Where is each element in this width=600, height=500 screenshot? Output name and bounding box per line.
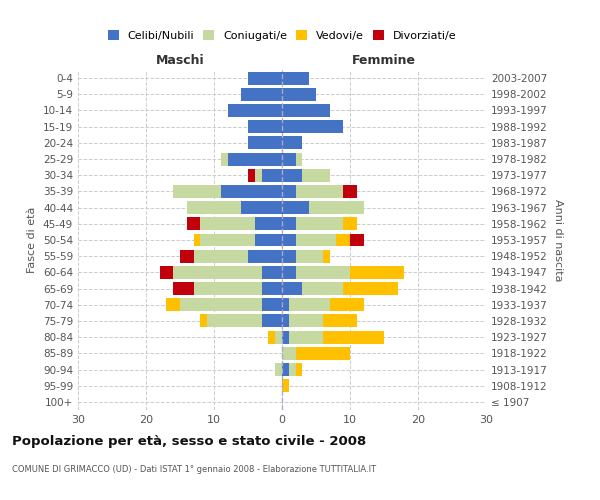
Bar — [200, 218, 255, 230]
Bar — [194, 234, 200, 246]
Bar — [282, 104, 329, 117]
Bar — [187, 218, 200, 230]
Bar — [302, 169, 329, 181]
Bar — [282, 379, 289, 392]
Bar — [262, 169, 282, 181]
Bar — [255, 234, 282, 246]
Bar — [350, 234, 364, 246]
Bar — [241, 88, 282, 101]
Bar — [282, 169, 302, 181]
Bar — [262, 282, 282, 295]
Bar — [296, 234, 337, 246]
Bar — [282, 88, 316, 101]
Bar — [275, 330, 282, 344]
Bar — [309, 201, 364, 214]
Text: Maschi: Maschi — [155, 54, 205, 68]
Bar — [282, 330, 289, 344]
Bar — [323, 330, 384, 344]
Bar — [187, 201, 241, 214]
Bar — [262, 298, 282, 311]
Bar — [282, 347, 296, 360]
Bar — [282, 218, 296, 230]
Bar — [180, 250, 194, 262]
Bar — [282, 282, 302, 295]
Bar — [227, 152, 282, 166]
Bar — [296, 152, 302, 166]
Bar — [248, 72, 282, 85]
Bar — [282, 136, 302, 149]
Bar — [296, 185, 343, 198]
Bar — [194, 250, 248, 262]
Y-axis label: Fasce di età: Fasce di età — [28, 207, 37, 273]
Legend: Celibi/Nubili, Coniugati/e, Vedovi/e, Divorziati/e: Celibi/Nubili, Coniugati/e, Vedovi/e, Di… — [106, 28, 458, 43]
Bar — [282, 152, 296, 166]
Bar — [248, 120, 282, 133]
Bar — [323, 250, 329, 262]
Bar — [329, 298, 364, 311]
Bar — [282, 250, 296, 262]
Bar — [194, 282, 262, 295]
Bar — [282, 363, 289, 376]
Bar — [296, 266, 350, 279]
Bar — [255, 169, 262, 181]
Bar — [262, 314, 282, 328]
Bar — [282, 120, 343, 133]
Bar — [282, 201, 309, 214]
Bar — [282, 298, 289, 311]
Y-axis label: Anni di nascita: Anni di nascita — [553, 198, 563, 281]
Bar — [248, 136, 282, 149]
Bar — [343, 185, 357, 198]
Bar — [255, 218, 282, 230]
Bar — [350, 266, 404, 279]
Bar — [282, 266, 296, 279]
Bar — [200, 234, 255, 246]
Bar — [275, 363, 282, 376]
Bar — [343, 282, 398, 295]
Bar — [221, 185, 282, 198]
Bar — [200, 314, 207, 328]
Bar — [248, 169, 255, 181]
Bar — [289, 314, 323, 328]
Bar — [289, 363, 296, 376]
Bar — [302, 282, 343, 295]
Bar — [296, 218, 343, 230]
Bar — [282, 185, 296, 198]
Bar — [160, 266, 173, 279]
Bar — [337, 234, 350, 246]
Bar — [296, 363, 302, 376]
Bar — [262, 266, 282, 279]
Bar — [282, 234, 296, 246]
Bar — [227, 104, 282, 117]
Bar — [221, 152, 227, 166]
Bar — [180, 298, 262, 311]
Bar — [343, 218, 357, 230]
Bar — [289, 298, 329, 311]
Bar — [248, 250, 282, 262]
Bar — [268, 330, 275, 344]
Bar — [296, 250, 323, 262]
Bar — [282, 72, 309, 85]
Bar — [173, 266, 262, 279]
Bar — [296, 347, 350, 360]
Bar — [289, 330, 323, 344]
Text: Femmine: Femmine — [352, 54, 416, 68]
Bar — [173, 185, 221, 198]
Text: COMUNE DI GRIMACCO (UD) - Dati ISTAT 1° gennaio 2008 - Elaborazione TUTTITALIA.I: COMUNE DI GRIMACCO (UD) - Dati ISTAT 1° … — [12, 465, 376, 474]
Bar — [207, 314, 262, 328]
Text: Popolazione per età, sesso e stato civile - 2008: Popolazione per età, sesso e stato civil… — [12, 435, 366, 448]
Bar — [282, 314, 289, 328]
Bar — [323, 314, 357, 328]
Bar — [173, 282, 194, 295]
Bar — [166, 298, 180, 311]
Bar — [241, 201, 282, 214]
